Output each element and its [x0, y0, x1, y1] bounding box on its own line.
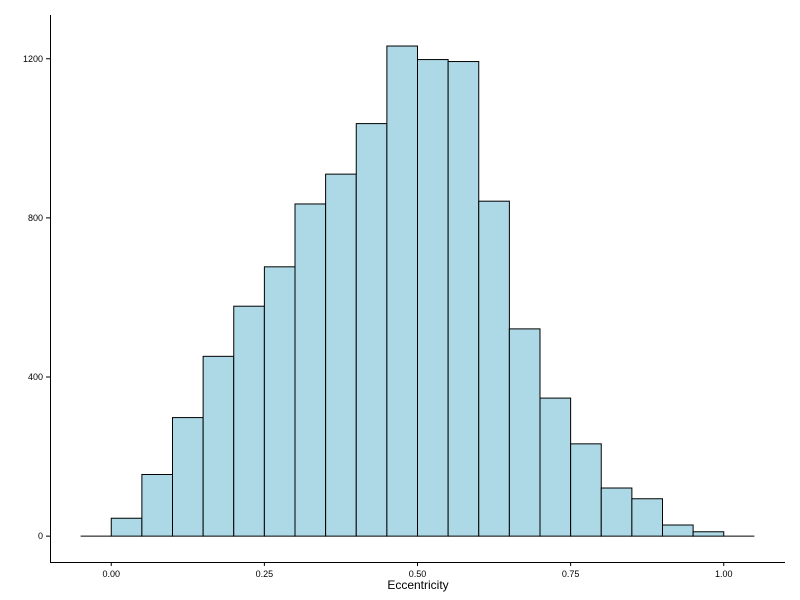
x-tick-label: 0.50 — [409, 569, 427, 579]
histogram-bar-12 — [447, 61, 480, 537]
x-tick-label: 0.25 — [256, 569, 274, 579]
bars-layer — [80, 45, 755, 537]
histogram-bar-17 — [600, 487, 633, 537]
histogram-bar-4 — [202, 355, 235, 537]
histogram-bar-2 — [141, 473, 174, 537]
y-tick-label: 0 — [38, 531, 43, 541]
x-tick-label: 0.00 — [102, 569, 120, 579]
histogram-bar-15 — [539, 397, 572, 537]
y-tick-label: 1200 — [23, 54, 43, 64]
histogram-bar-8 — [325, 173, 357, 537]
x-axis-title: Eccentricity — [387, 578, 448, 592]
histogram-bar-5 — [233, 305, 265, 537]
y-tick-label: 400 — [28, 372, 43, 382]
x-ticks-layer: 0.00 0.25 0.50 0.75 1.00 — [102, 562, 733, 579]
histogram-bar-16 — [570, 443, 602, 537]
y-ticks-layer: 0 400 800 1200 — [23, 54, 50, 541]
y-tick-label: 800 — [28, 213, 43, 223]
histogram-bar-6 — [263, 266, 296, 537]
histogram-bar-7 — [294, 203, 327, 537]
histogram-bar-3 — [172, 417, 204, 537]
histogram-bar-13 — [478, 200, 510, 537]
histogram-bar-11 — [417, 59, 449, 537]
histogram-bar-14 — [508, 328, 541, 537]
x-tick-label: 0.75 — [562, 569, 580, 579]
histogram-bar-18 — [631, 498, 663, 537]
histogram-bar-10 — [386, 45, 419, 537]
histogram-bar-9 — [355, 123, 388, 537]
histogram-bar-1 — [110, 517, 143, 537]
histogram-bar-20 — [692, 531, 725, 537]
x-tick-label: 1.00 — [715, 569, 733, 579]
histogram-bar-19 — [662, 524, 694, 537]
